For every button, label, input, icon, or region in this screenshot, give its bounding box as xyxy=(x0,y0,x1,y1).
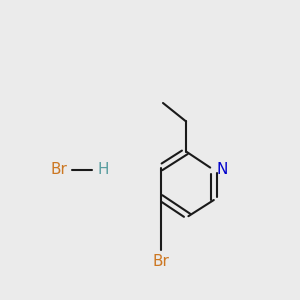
Text: Br: Br xyxy=(50,163,67,178)
Text: Br: Br xyxy=(152,254,169,269)
Text: H: H xyxy=(97,163,109,178)
Text: N: N xyxy=(217,163,228,178)
